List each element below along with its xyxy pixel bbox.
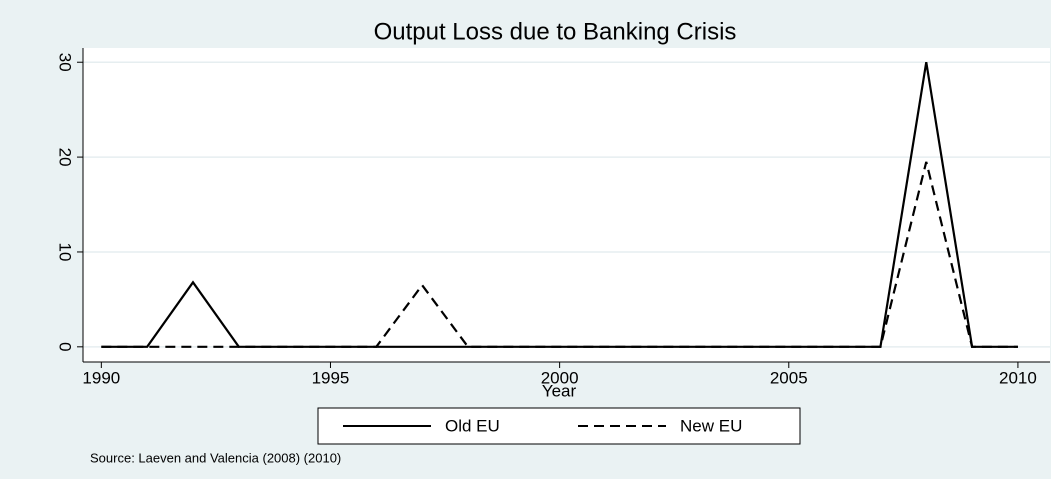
y-tick-label: 30	[56, 53, 75, 72]
legend-label: New EU	[680, 416, 742, 435]
x-tick-label: 1990	[82, 368, 120, 387]
series-line	[101, 161, 1018, 348]
plot-area	[83, 48, 1050, 362]
y-tick-label: 10	[56, 242, 75, 261]
x-tick-label: 2000	[541, 368, 579, 387]
source-note: Source: Laeven and Valencia (2008) (2010…	[90, 450, 341, 465]
x-tick-label: 2010	[999, 368, 1037, 387]
chart-title: Output Loss due to Banking Crisis	[374, 18, 737, 45]
y-tick-label: 20	[56, 148, 75, 167]
x-tick-label: 2005	[770, 368, 808, 387]
x-tick-label: 1995	[312, 368, 350, 387]
legend-label: Old EU	[445, 416, 500, 435]
x-axis-label: Year	[542, 381, 577, 400]
y-tick-label: 0	[56, 342, 75, 351]
